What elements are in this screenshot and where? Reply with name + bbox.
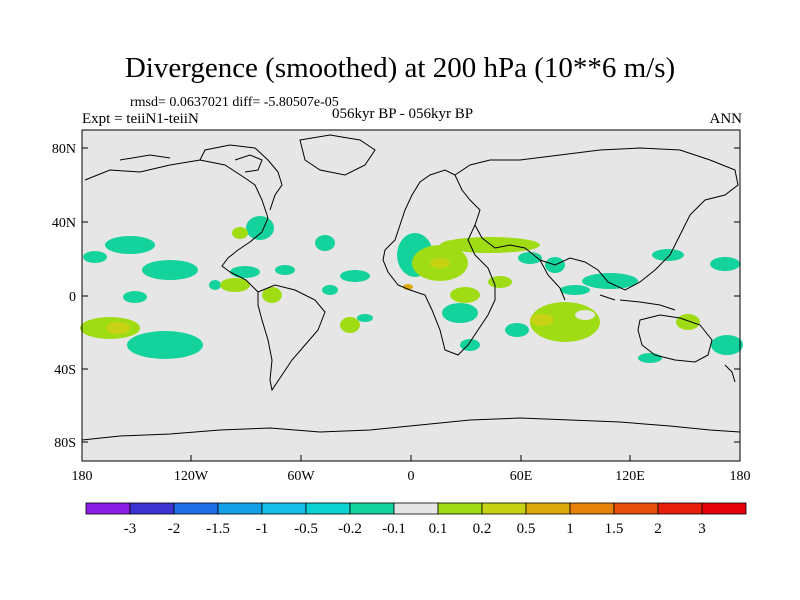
colorbar-swatch [525, 502, 571, 515]
colorbar-label: -0.5 [294, 521, 318, 537]
colorbar-label: 0.1 [429, 521, 448, 537]
colorbar-labels: -3 -2 -1.5 -1 -0.5 -0.2 -0.1 0.1 0.2 0.5… [124, 521, 706, 537]
lon-label: 120W [174, 469, 209, 484]
colorbar-swatch [569, 502, 615, 515]
season-label: ANN [709, 111, 743, 127]
colorbar-label: -0.1 [382, 521, 406, 537]
divergence-field [80, 216, 743, 363]
lon-label: 60W [287, 469, 315, 484]
colorbar-label: -0.2 [338, 521, 362, 537]
experiment-label: Expt = teiiN1-teiiN [82, 111, 199, 127]
colorbar-swatch [657, 502, 703, 515]
lat-label: 0 [69, 290, 76, 305]
lat-label: 80N [52, 142, 76, 157]
colorbar-swatch [173, 502, 219, 515]
colorbar-label: 1 [566, 521, 574, 537]
colorbar-label: -3 [124, 521, 137, 537]
map-background [82, 130, 740, 461]
lat-label: 40S [54, 363, 76, 378]
lat-label: 80S [54, 436, 76, 451]
map-axes [81, 147, 741, 461]
colorbar [85, 502, 747, 515]
colorbar-label: 0.2 [473, 521, 492, 537]
colorbar-swatch [393, 502, 439, 515]
colorbar-swatch [349, 502, 395, 515]
colorbar-label: 0.5 [517, 521, 536, 537]
colorbar-label: 3 [698, 521, 706, 537]
colorbar-label: -1 [256, 521, 269, 537]
colorbar-swatch [85, 502, 131, 515]
colorbar-swatch [437, 502, 483, 515]
colorbar-swatch [701, 502, 747, 515]
lon-label: 180 [72, 469, 93, 484]
colorbar-label: -1.5 [206, 521, 230, 537]
colorbar-swatch [481, 502, 527, 515]
stats-subtitle: rmsd= 0.0637021 diff= -5.80507e-05 [130, 95, 339, 110]
colorbar-swatch [217, 502, 263, 515]
colorbar-swatch [305, 502, 351, 515]
colorbar-swatch [261, 502, 307, 515]
colorbar-label: 1.5 [605, 521, 624, 537]
coastlines [81, 134, 741, 441]
lon-label: 120E [615, 469, 645, 484]
lon-label: 0 [408, 469, 415, 484]
colorbar-swatch [613, 502, 659, 515]
colorbar-label: 2 [654, 521, 662, 537]
colorbar-label: -2 [168, 521, 181, 537]
lon-label: 180 [730, 469, 751, 484]
colorbar-swatch [129, 502, 175, 515]
map-title: Divergence (smoothed) at 200 hPa (10**6 … [124, 52, 676, 84]
lon-label: 60E [510, 469, 533, 484]
period-label: 056kyr BP - 056kyr BP [332, 106, 474, 122]
lat-label: 40N [52, 216, 76, 231]
